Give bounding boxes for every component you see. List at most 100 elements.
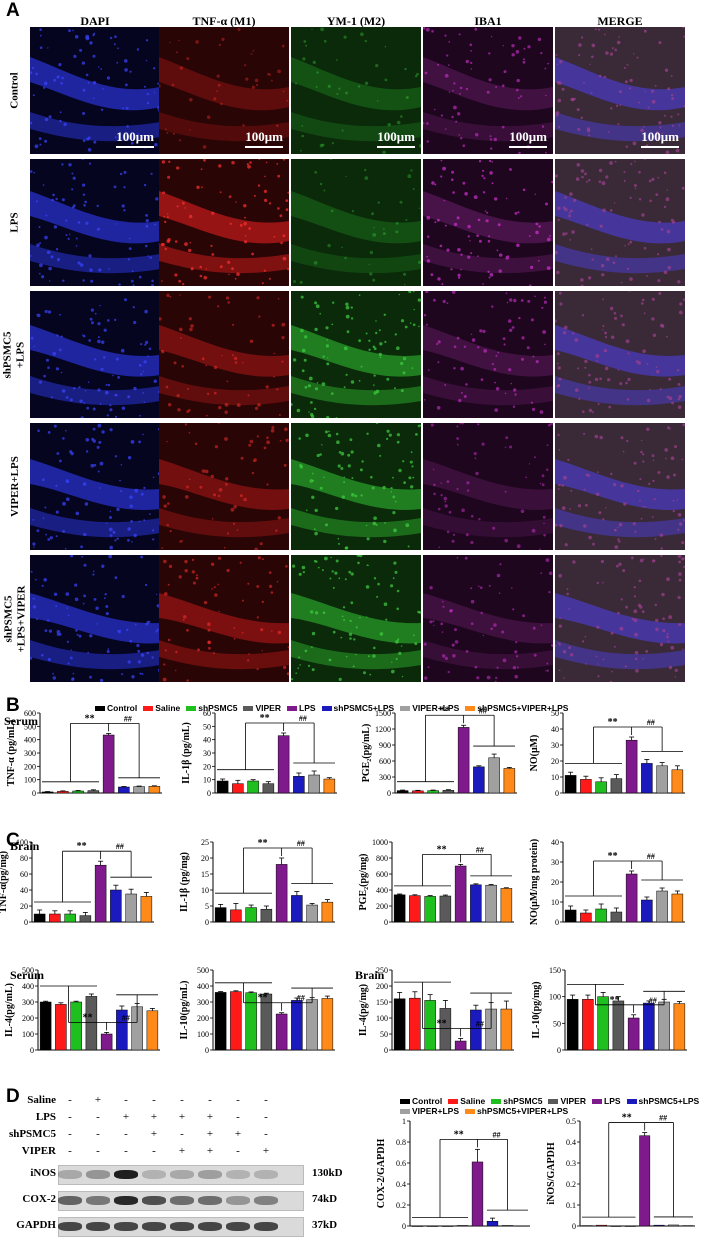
legend-swatch <box>548 1098 559 1104</box>
legend-d: Control Saline shPSMC5 VIPER LPS shPSMC5+LPS V… <box>400 1096 700 1116</box>
wb-sign: - <box>124 1094 128 1106</box>
legend-swatch <box>626 1098 637 1104</box>
tnf-stain-icon <box>159 556 289 682</box>
y-tick-label: 0.4 <box>566 1138 576 1147</box>
ym1-stain-tile-row1 <box>291 159 421 286</box>
y-tick-label: 30 <box>551 741 559 750</box>
legend-label: shPSMC5 <box>198 703 238 713</box>
y-tick-label: 0.5 <box>566 1117 576 1126</box>
wb-blot <box>254 1196 278 1205</box>
bar-shPSMC5+VIPER+LPS <box>146 1010 159 1051</box>
y-tick-label: 0.3 <box>566 1159 576 1168</box>
bar-shPSMC5+VIPER+LPS <box>671 769 684 794</box>
bar-Saline <box>232 783 244 794</box>
y-tick-label: 300 <box>22 998 34 1007</box>
y-tick-label: 0 <box>384 1046 388 1055</box>
bar-VIPER+LPS <box>306 999 318 1051</box>
wb-sign: - <box>96 1128 100 1140</box>
wb-sign: - <box>264 1111 268 1123</box>
bar-Saline <box>580 912 592 923</box>
bar-Saline <box>409 997 421 1051</box>
ym1-stain-icon <box>291 555 421 681</box>
ym1-stain-tile-row3 <box>291 423 421 550</box>
y-tick-label: 100 <box>549 993 561 1002</box>
wb-condition-label: VIPER <box>21 1145 56 1157</box>
y-tick-label: 20 <box>201 854 209 863</box>
y-tick-label: 200 <box>376 982 388 991</box>
bar-shPSMC5 <box>424 896 436 923</box>
y-axis-label: PGE₂(pg/mg) <box>358 854 369 911</box>
y-tick-label: 0 <box>555 789 559 798</box>
significance-mark: ** <box>608 717 618 728</box>
wb-sign: + <box>150 1111 158 1123</box>
bar-LPS <box>454 865 467 923</box>
significance-mark: ** <box>260 713 270 724</box>
y-tick-label: 150 <box>376 998 388 1007</box>
scale-bar: 100μm <box>116 129 154 148</box>
legend-item: Saline <box>143 703 180 713</box>
bar-shPSMC5 <box>64 913 76 923</box>
y-tick-label: 0 <box>30 1046 34 1055</box>
y-tick-label: 5 <box>205 902 209 911</box>
y-tick-label: 600 <box>379 757 391 766</box>
significance-mark: ## <box>649 996 657 1005</box>
y-tick-label: 50 <box>551 709 559 718</box>
bar-VIPER <box>624 1225 636 1227</box>
bar-LPS <box>457 727 470 794</box>
tnf-stain-tile-row4 <box>159 555 289 682</box>
wb-condition-label: shPSMC5 <box>8 1128 56 1140</box>
merge-stain-icon <box>555 291 685 413</box>
significance-mark: ## <box>116 842 124 851</box>
legend-item: Control <box>95 703 137 713</box>
y-axis-label: iNOS/GAPDH <box>546 1142 557 1204</box>
bar-LPS <box>625 739 638 794</box>
bar-VIPER <box>262 783 275 794</box>
significance-mark: ## <box>647 718 655 727</box>
bar-Saline <box>582 999 594 1051</box>
bar-VIPER <box>87 790 100 794</box>
wb-blot <box>198 1222 222 1231</box>
bar-shPSMC5+VIPER+LPS <box>500 1008 513 1051</box>
y-tick-label: 20 <box>20 902 28 911</box>
bar-shPSMC5 <box>610 1225 622 1227</box>
wb-sign: - <box>180 1128 184 1140</box>
merge-stain-tile-row1 <box>555 159 685 286</box>
bar-shPSMC5 <box>424 1000 436 1051</box>
significance-mark: ## <box>124 714 132 723</box>
y-tick-label: 500 <box>22 966 34 975</box>
bar-Control <box>39 1001 52 1051</box>
significance-mark: ## <box>647 852 655 861</box>
tnf-stain-icon <box>159 293 289 417</box>
wb-sign: - <box>152 1145 156 1157</box>
wb-band-name: COX-2 <box>22 1193 56 1205</box>
bar-shPSMC5+LPS <box>293 776 305 794</box>
legend-swatch <box>400 1098 410 1104</box>
y-tick-label: 200 <box>22 1014 34 1023</box>
bar-shPSMC5+VIPER+LPS <box>503 768 516 794</box>
bar-Saline <box>412 790 424 794</box>
y-tick-label: 0 <box>572 1222 576 1231</box>
significance-mark: ** <box>622 1113 632 1124</box>
bar-VIPER <box>610 911 623 923</box>
y-tick-label: 20 <box>551 878 559 887</box>
y-tick-label: 20 <box>203 762 211 771</box>
legend-swatch <box>400 705 411 711</box>
y-tick-label: 1500 <box>375 709 391 718</box>
bar-shPSMC5+VIPER+LPS <box>321 901 334 923</box>
legend-swatch <box>465 705 476 711</box>
bar-Control <box>393 998 406 1051</box>
legend-item: shPSMC5+VIPER+LPS <box>465 703 568 713</box>
bar-shPSMC5+VIPER+LPS <box>673 1003 686 1051</box>
bar-shPSMC5 <box>441 1225 454 1227</box>
bar-shPSMC5+LPS <box>486 1221 499 1227</box>
bar-LPS <box>277 735 290 794</box>
merge-stain-icon <box>555 423 685 550</box>
iba1-stain-tile-row1 <box>423 159 553 286</box>
legend-label: Saline <box>155 703 181 713</box>
bar-VIPER+LPS <box>656 765 668 794</box>
ym1-stain-tile-row4 <box>291 555 421 682</box>
y-axis-label: IL-10(pg/mL) <box>179 981 190 1040</box>
y-tick-label: 0 <box>402 1222 406 1231</box>
y-tick-label: 1200 <box>375 725 391 734</box>
y-tick-label: 0.1 <box>566 1201 576 1210</box>
